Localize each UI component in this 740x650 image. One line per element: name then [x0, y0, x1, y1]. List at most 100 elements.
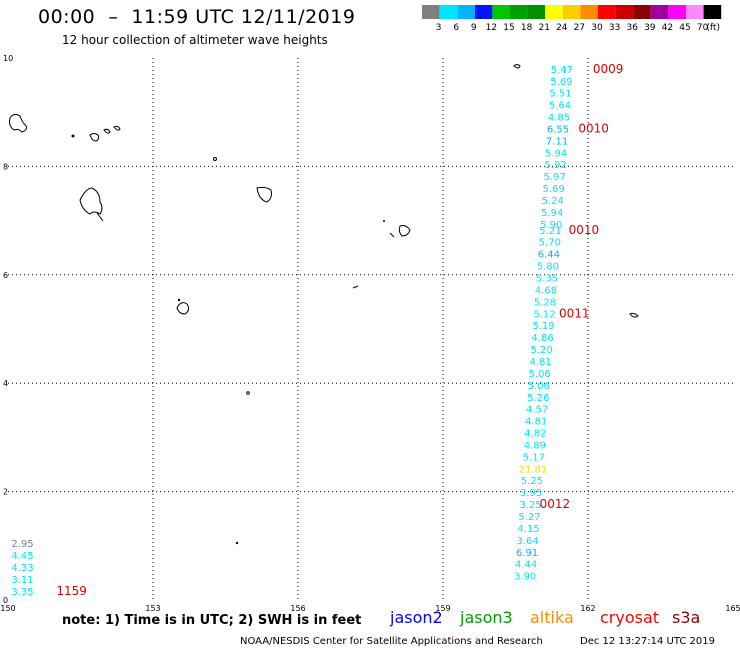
legend-swatch — [492, 5, 510, 19]
generated-timestamp: Dec 12 13:27:14 UTC 2019 — [580, 636, 715, 647]
legend-tick-label: 45 — [679, 23, 690, 33]
wave-height-point: 5.80 — [537, 262, 559, 273]
wave-height-point: 3.35 — [11, 587, 33, 598]
wave-height-point: 5.17 — [523, 452, 545, 463]
island-outline — [176, 302, 190, 315]
wave-height-point: 4.15 — [517, 524, 539, 535]
legend-tick-label: 39 — [644, 23, 656, 33]
satellite-legend-cryosat: cryosat — [600, 608, 660, 627]
legend-tick-label: 24 — [556, 23, 568, 33]
legend-swatch — [474, 5, 493, 19]
wave-height-point: 5.64 — [549, 101, 571, 112]
legend-swatch — [668, 5, 686, 19]
wave-height-point: 5.27 — [518, 512, 540, 523]
wave-height-point: 5.69 — [550, 77, 572, 88]
legend-tick-label: 18 — [521, 23, 533, 33]
legend-tick-label: 21 — [538, 23, 549, 33]
land-outlines — [9, 64, 639, 545]
legend-swatch — [633, 5, 651, 19]
legend-tick-label: 70 — [697, 23, 709, 33]
island-outline — [398, 225, 411, 237]
legend-tick-label: 6 — [453, 23, 459, 33]
wave-height-point: 5.24 — [542, 196, 564, 207]
time-label: 0010 — [578, 121, 609, 135]
axis-labels: 150 153 156 159 162 165 0 2 4 6 8 10 — [0, 54, 740, 613]
y-tick-label: 6 — [3, 271, 8, 280]
wave-height-point: 5.21 — [539, 226, 561, 237]
legend-tick-label: 27 — [574, 23, 585, 33]
y-tick-label: 8 — [3, 162, 8, 171]
wave-height-point: 4.57 — [526, 405, 548, 416]
wave-height-point: 5.69 — [543, 184, 565, 195]
legend-swatch — [562, 5, 581, 19]
wave-height-point: 6.91 — [516, 548, 538, 559]
satellite-legend-jason2: jason2 — [390, 608, 443, 627]
wave-height-point: 5.06 — [528, 381, 550, 392]
x-tick-label: 153 — [145, 604, 160, 613]
footer-note: note: 1) Time is in UTC; 2) SWH is in fe… — [62, 613, 362, 628]
wave-height-point: 4.45 — [11, 551, 33, 562]
islet — [383, 220, 385, 222]
islet — [71, 134, 75, 138]
credit-text: NOAA/NESDIS Center for Satellite Applica… — [240, 636, 543, 647]
wave-height-point: 3.64 — [516, 536, 538, 547]
legend-swatch — [686, 5, 704, 19]
legend-swatch — [703, 5, 722, 19]
x-tick-label: 162 — [580, 604, 595, 613]
legend-swatch — [598, 5, 616, 19]
wave-height-point: 3.95 — [520, 488, 542, 499]
wave-height-point: 4.81 — [525, 417, 547, 428]
legend-tick-label: 36 — [626, 23, 638, 33]
satellite-legend-s3a: s3a — [672, 608, 701, 627]
wave-height-point: 5.20 — [530, 345, 552, 356]
wave-height-point: 2.95 — [11, 539, 33, 550]
wave-height-point: 3.90 — [514, 572, 536, 583]
wave-height-point: 4.89 — [524, 440, 546, 451]
wave-height-point: 5.06 — [529, 369, 551, 380]
island-outline — [389, 232, 395, 238]
legend-swatch — [510, 5, 528, 19]
time-label: 1159 — [56, 584, 87, 598]
satellite-legend-altika: altika — [530, 608, 574, 627]
islet — [246, 391, 250, 395]
wave-height-point: 4.33 — [11, 563, 33, 574]
wave-height-point: 5.94 — [545, 148, 567, 159]
time-labels: 0009 0010 0010 0011 0012 1159 — [56, 62, 623, 598]
legend-swatch — [615, 5, 634, 19]
wave-height-point: 4.44 — [515, 560, 537, 571]
legend-swatch — [457, 5, 475, 19]
island-outline — [256, 186, 272, 203]
wave-height-point: 4.86 — [531, 333, 553, 344]
time-label: 0012 — [540, 497, 571, 511]
x-tick-label: 159 — [435, 604, 450, 613]
island-outline — [89, 133, 100, 142]
wave-height-point: 5.90 — [540, 220, 562, 231]
wave-height-point: 5.51 — [549, 89, 571, 100]
wave-height-point: 5.26 — [527, 393, 549, 404]
wave-height-point: 4.81 — [530, 357, 552, 368]
wave-height-point: 7.11 — [546, 136, 568, 147]
wave-height-point: 5.47 — [551, 65, 573, 76]
time-label: 0010 — [569, 223, 600, 237]
wave-height-point: 6.44 — [538, 250, 560, 261]
page-subtitle: 12 hour collection of altimeter wave hei… — [62, 33, 328, 47]
legend-swatch — [650, 5, 669, 19]
wave-height-point: 21.81 — [519, 464, 548, 475]
legend-tick-label: 12 — [486, 23, 497, 33]
y-tick-label: 0 — [3, 596, 8, 605]
color-legend: 3 6 9 12 15 18 21 24 27 30 33 36 39 42 45 70(ft) — [422, 5, 722, 33]
wave-height-point: 3.25 — [519, 500, 541, 511]
wave-height-point: 3.11 — [11, 575, 33, 586]
wave-height-point: 5.94 — [541, 208, 563, 219]
legend-tick-label: 30 — [591, 23, 603, 33]
wave-height-point: 5.25 — [521, 476, 543, 487]
island-outline — [352, 285, 359, 289]
x-tick-label: 150 — [0, 604, 15, 613]
data-points: 5.475.695.515.644.856.557.115.945.925.97… — [11, 65, 573, 598]
legend-swatch — [580, 5, 598, 19]
wave-height-point: 5.35 — [536, 274, 558, 285]
islet — [177, 298, 181, 302]
wave-height-point: 5.28 — [534, 297, 556, 308]
time-label: 0011 — [559, 306, 590, 320]
